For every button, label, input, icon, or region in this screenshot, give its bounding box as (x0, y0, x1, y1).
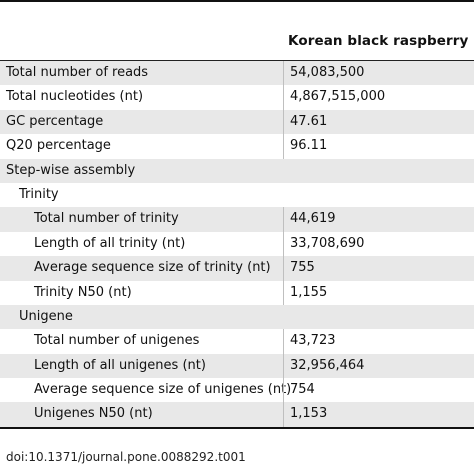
table-row: Trinity (0, 183, 474, 207)
row-value: 43,723 (290, 333, 336, 349)
table-row: Trinity N50 (nt) 1,155 (0, 280, 474, 305)
row-label: Q20 percentage (6, 138, 111, 154)
table-row: Average sequence size of trinity (nt) 75… (0, 256, 474, 281)
row-label: Total number of reads (6, 65, 149, 80)
row-label: Average sequence size of trinity (nt) (34, 260, 271, 276)
row-value: 96.11 (290, 138, 328, 154)
subsection-label: Trinity (19, 186, 59, 202)
subsection-label: Unigene (19, 308, 73, 324)
data-table: Korean black raspberry Total number of r… (0, 0, 474, 429)
column-divider (283, 207, 284, 232)
table-row: Unigene (0, 304, 474, 330)
row-value: 4,867,515,000 (290, 89, 386, 105)
row-label: Total nucleotides (nt) (6, 89, 144, 105)
row-value: 44,619 (290, 211, 336, 227)
column-divider (283, 402, 284, 427)
row-value: 32,956,464 (290, 357, 365, 373)
column-divider (283, 85, 284, 110)
table-row: Length of all unigenes (nt) 32,956,464 (0, 353, 474, 379)
column-divider (283, 231, 284, 257)
row-value: 1,155 (290, 284, 328, 300)
table-row: Average sequence size of unigenes (nt) 7… (0, 378, 474, 403)
table-row: GC percentage 47.61 (0, 109, 474, 135)
column-divider (283, 134, 284, 159)
column-divider (283, 109, 284, 135)
column-header: Korean black raspberry (288, 33, 469, 49)
column-divider (283, 378, 284, 403)
table-row: Total number of unigenes 43,723 (0, 329, 474, 354)
row-label: Length of all unigenes (nt) (34, 357, 206, 373)
header-rule (0, 60, 474, 61)
row-label: Total number of trinity (34, 211, 179, 227)
column-divider (283, 61, 284, 86)
table-row: Q20 percentage 96.11 (0, 134, 474, 159)
row-value: 54,083,500 (290, 65, 365, 80)
row-label: Trinity N50 (nt) (34, 284, 132, 300)
row-value: 755 (290, 260, 315, 276)
section-label: Step-wise assembly (6, 162, 136, 178)
row-label: Unigenes N50 (nt) (34, 406, 153, 422)
table-row: Total number of trinity 44,619 (0, 207, 474, 232)
table-row: Total number of reads 54,083,500 (0, 61, 474, 86)
column-divider (283, 280, 284, 305)
row-label: Length of all trinity (nt) (34, 235, 186, 251)
bottom-rule (0, 426, 474, 429)
row-value: 1,153 (290, 406, 328, 422)
table-row: Step-wise assembly (0, 158, 474, 183)
row-value: 47.61 (290, 113, 328, 129)
row-value: 33,708,690 (290, 235, 365, 251)
row-value: 754 (290, 382, 315, 398)
row-label: Total number of unigenes (34, 333, 200, 349)
top-rule (0, 0, 474, 2)
doi-link[interactable]: doi:10.1371/journal.pone.0088292.t001 (6, 450, 246, 464)
table-row: Length of all trinity (nt) 33,708,690 (0, 231, 474, 257)
column-divider (283, 353, 284, 379)
row-label: GC percentage (6, 113, 104, 129)
table-row: Unigenes N50 (nt) 1,153 (0, 402, 474, 427)
row-label: Average sequence size of unigenes (nt) (34, 382, 292, 398)
table-row: Total nucleotides (nt) 4,867,515,000 (0, 85, 474, 110)
column-divider (283, 256, 284, 281)
column-divider (283, 329, 284, 354)
table-header: Korean black raspberry (0, 2, 474, 60)
